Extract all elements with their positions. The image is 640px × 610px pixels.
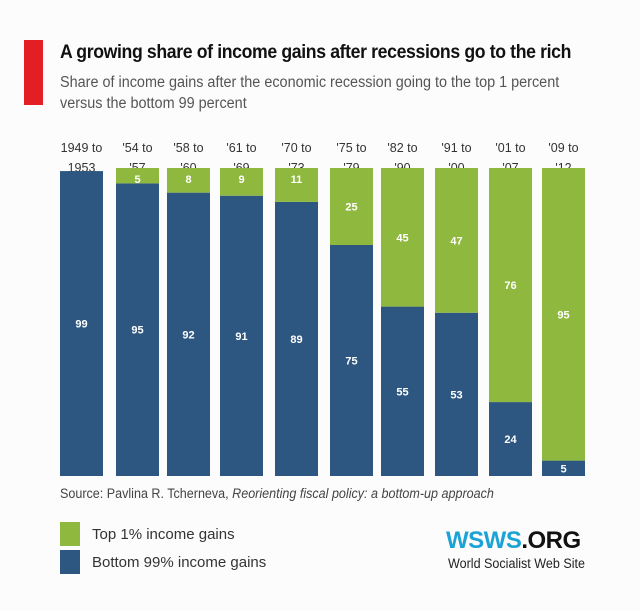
source-title: Reorienting fiscal policy: a bottom-up a… [232,486,494,501]
wsws-logo: WSWS.ORG [446,527,581,555]
data-label: 53 [450,389,462,401]
bar-bottom99 [330,245,373,476]
data-label: 45 [396,232,408,244]
logo-part2: .ORG [521,527,581,554]
data-label: 55 [396,386,408,398]
bar-bottom99 [220,195,263,476]
data-label: 76 [504,280,516,292]
bar-top1 [381,168,424,307]
category-label: 1949 to [61,141,103,155]
data-label: 92 [182,329,194,341]
category-label: '09 to [548,141,578,155]
category-label: '70 to [281,141,311,155]
data-label: 11 [291,174,303,186]
legend-label-bottom: Bottom 99% income gains [92,553,267,571]
bar-top1 [167,168,210,193]
category-label: '58 to [173,141,203,155]
data-label: 47 [450,235,462,247]
bar-bottom99 [275,201,318,476]
bar-top1 [435,168,478,313]
chart-subtitle: Share of income gains after the economic… [60,74,560,112]
bar-top1 [489,168,532,403]
category-label: '91 to [441,141,471,155]
data-label: 91 [235,331,247,343]
logo-tagline: World Socialist Web Site [448,556,586,571]
category-label: '61 to [226,141,256,155]
data-label: 24 [504,434,517,446]
data-label: 25 [345,202,357,214]
bar-bottom99 [116,183,159,476]
bar-top1 [542,168,585,461]
bar-top1 [275,168,318,202]
data-label: 99 [75,319,87,331]
bar-bottom99 [542,460,585,476]
data-label: 9 [238,174,244,186]
bar-bottom99 [60,171,103,476]
data-label: 8 [185,174,191,186]
data-label: 5 [560,463,566,475]
logo-part1: WSWS [446,527,522,554]
data-label: 5 [134,174,140,186]
data-label: 95 [557,309,569,321]
bar-bottom99 [435,312,478,476]
accent-bar [24,40,43,105]
chart-title: A growing share of income gains after re… [60,42,572,63]
category-label: '82 to [387,141,417,155]
data-label: 95 [131,325,143,337]
source-prefix: Source: Pavlina R. Tcherneva, [60,486,233,501]
legend-top: Top 1% income gains [60,522,235,546]
legend-label-top: Top 1% income gains [92,525,235,543]
bar-bottom99 [381,306,424,476]
bar-top1 [330,168,373,245]
legend-swatch-bottom [60,550,80,574]
category-label: '54 to [122,141,152,155]
bar-bottom99 [489,402,532,476]
category-label: '01 to [495,141,525,155]
data-label: 75 [345,356,357,368]
legend-bottom: Bottom 99% income gains [60,550,266,574]
bar-top1 [220,168,263,196]
category-label: '75 to [336,141,366,155]
legend-swatch-top [60,522,80,546]
data-label: 89 [290,334,302,346]
source-note: Source: Pavlina R. Tcherneva, Reorientin… [60,486,494,501]
bar-top1 [116,168,159,184]
bar-bottom99 [167,192,210,476]
